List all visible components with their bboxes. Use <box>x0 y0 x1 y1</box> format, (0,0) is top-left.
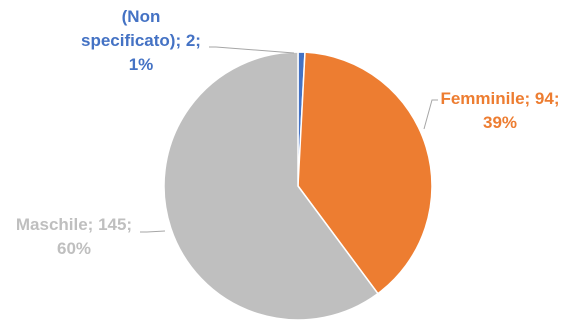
data-labels: (Non specificato); 2; 1% Femminile; 94; 39% M… <box>16 7 560 258</box>
data-label: Maschile; 145; 60% <box>16 215 132 258</box>
leader-line <box>209 46 295 54</box>
data-label-line: specificato); 2; <box>81 31 201 50</box>
pie-slice-maschile <box>163 51 379 321</box>
pie-slices <box>163 51 433 321</box>
leader-line <box>140 230 166 233</box>
data-label: (Non specificato); 2; 1% <box>81 7 201 74</box>
data-label-line: Femminile; 94; <box>440 89 559 108</box>
pie-slice-femminile <box>297 51 433 295</box>
data-label-line: (Non <box>122 7 161 26</box>
data-label-line: 1% <box>129 55 154 74</box>
data-label-line: Maschile; 145; <box>16 215 132 234</box>
leader-line <box>423 99 438 130</box>
leader-lines <box>140 46 438 233</box>
data-label: Femminile; 94; 39% <box>440 89 559 132</box>
data-label-line: 60% <box>57 239 91 258</box>
data-label-line: 39% <box>483 113 517 132</box>
